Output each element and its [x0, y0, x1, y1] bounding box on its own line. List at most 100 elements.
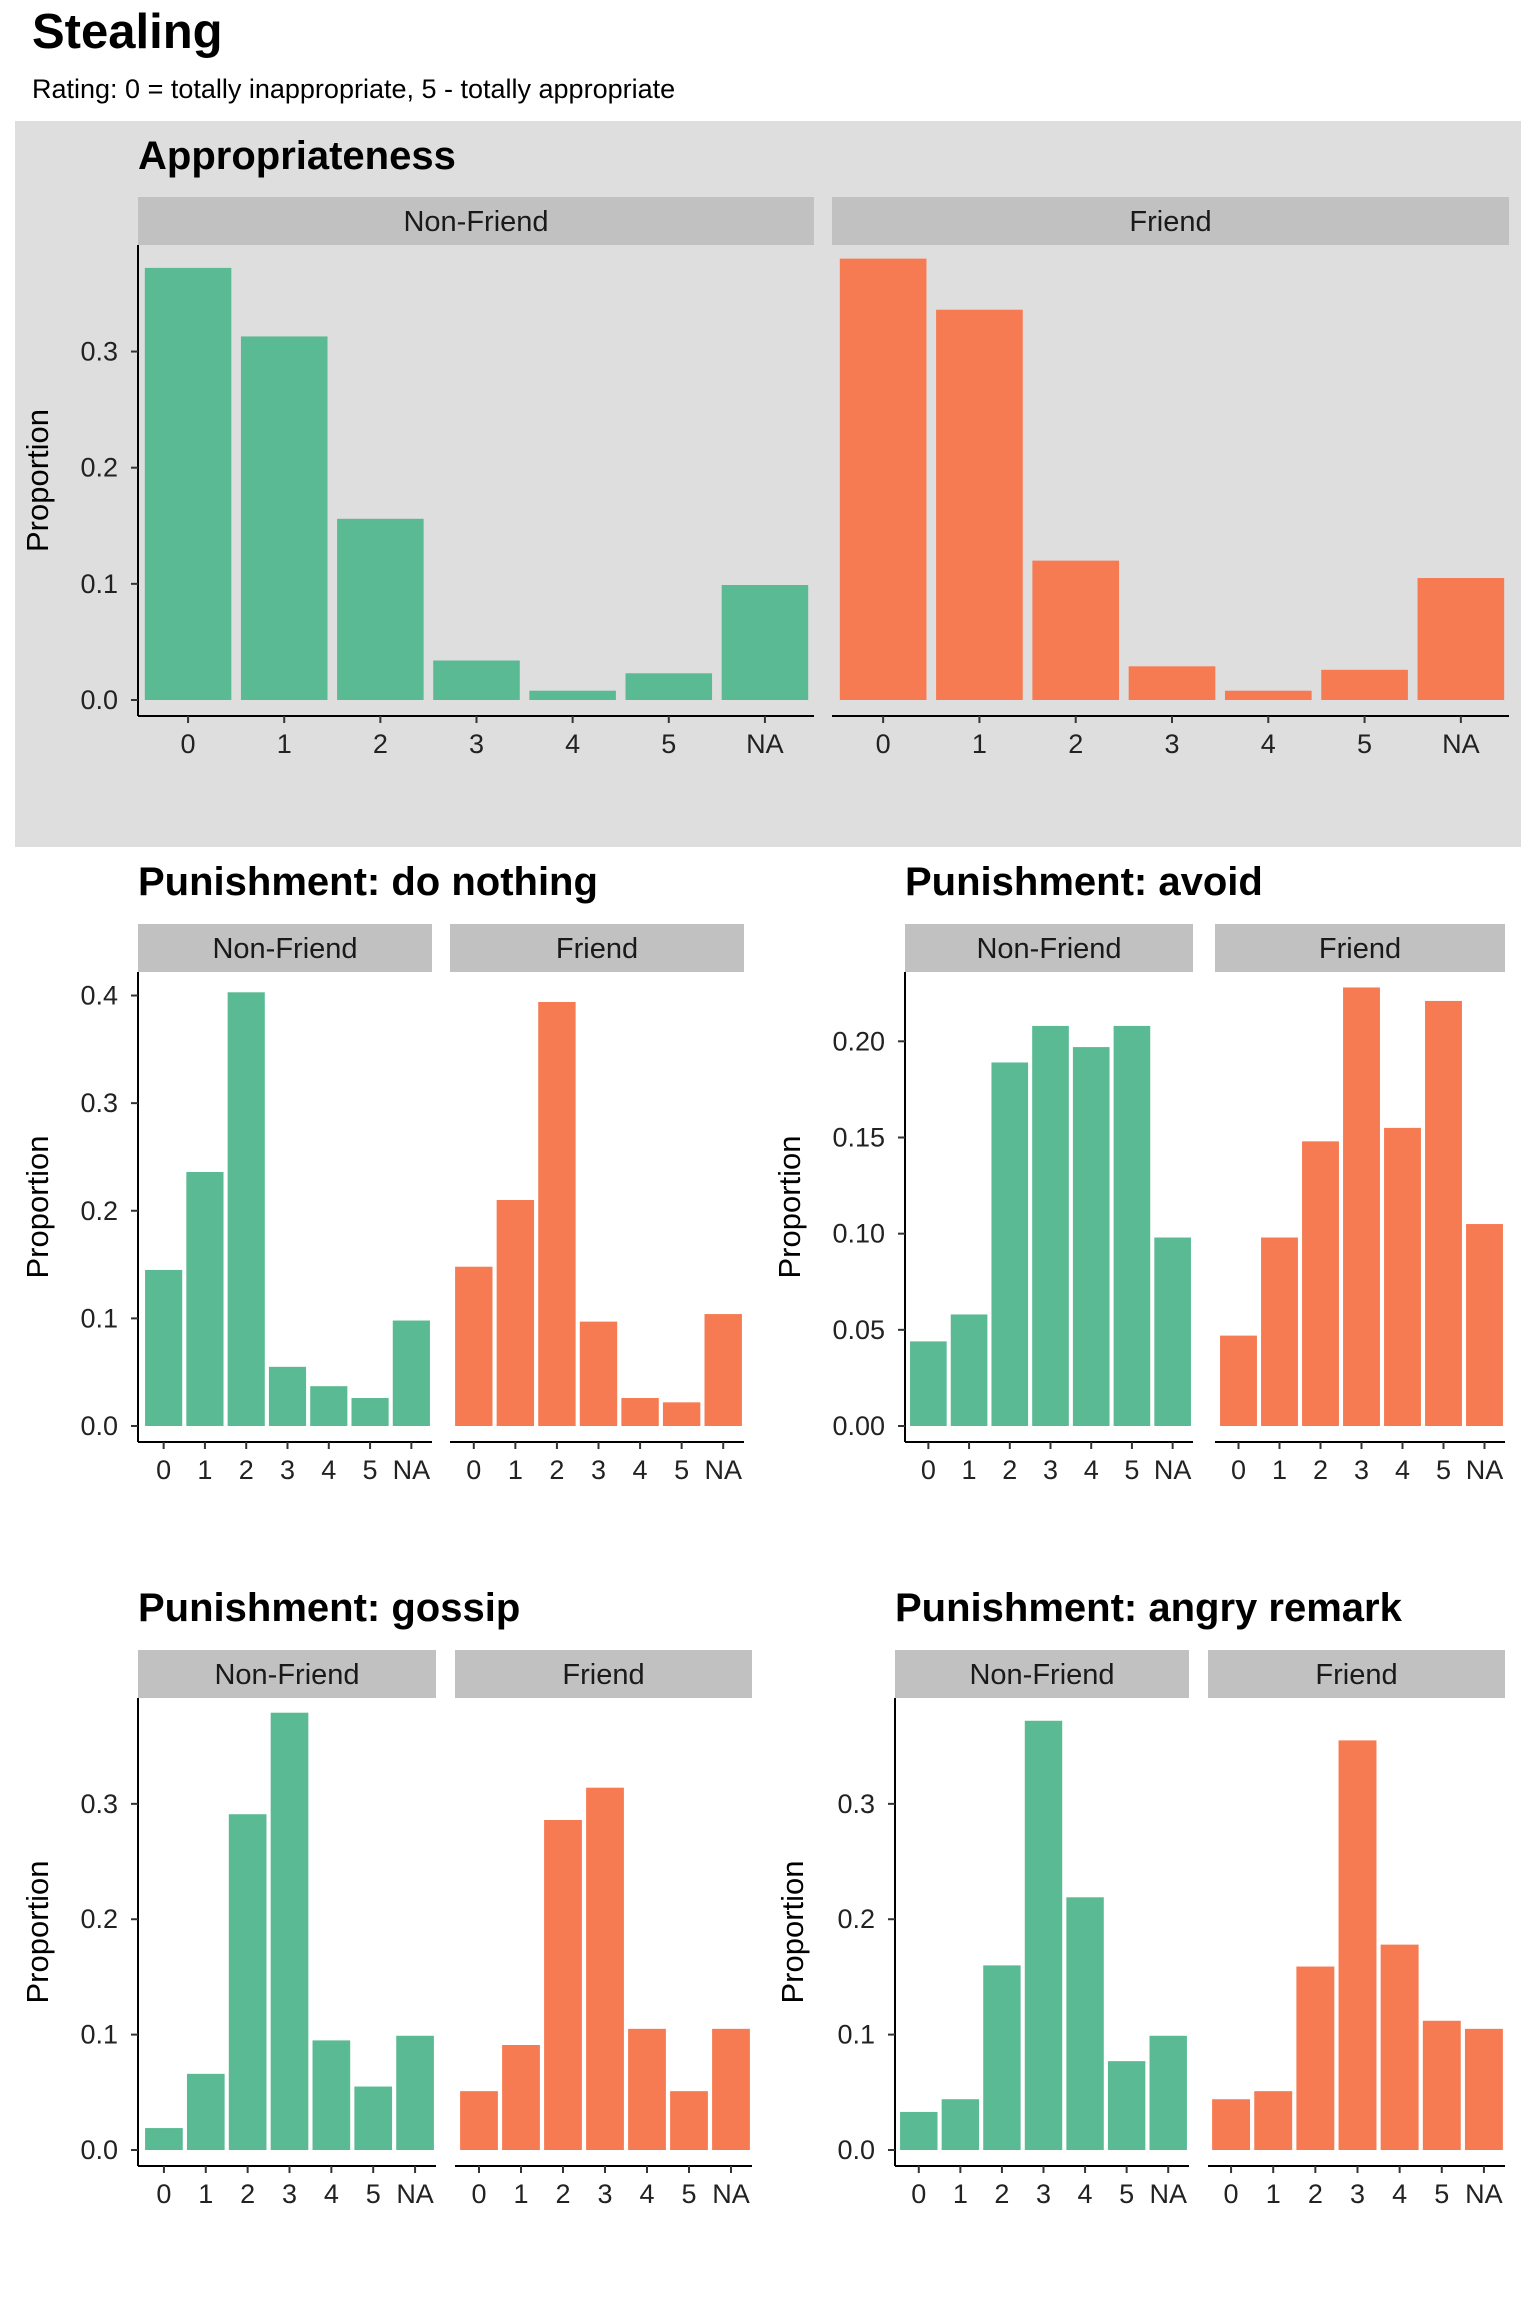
x-tick-label: 1 — [197, 1455, 212, 1485]
x-tick-label: 2 — [373, 729, 388, 759]
y-tick-label: 0.10 — [832, 1219, 885, 1249]
facet-strip — [1208, 1650, 1505, 1698]
figure-title: Stealing — [32, 5, 223, 59]
bar-1 — [936, 309, 1023, 700]
bar-na — [721, 585, 809, 700]
x-tick-label: NA — [712, 2179, 750, 2209]
y-axis-label: Proportion — [775, 1860, 810, 2003]
facet-strip — [832, 197, 1509, 245]
x-tick-label: 0 — [876, 729, 891, 759]
bar-4 — [1066, 1897, 1104, 2150]
x-tick-label: 0 — [1231, 1455, 1246, 1485]
y-tick-label: 0.1 — [80, 569, 118, 599]
bar-4 — [529, 690, 616, 700]
bar-na — [1464, 2028, 1503, 2150]
figure-subtitle: Rating: 0 = totally inappropriate, 5 - t… — [32, 74, 675, 104]
bar-3 — [1343, 987, 1380, 1426]
x-tick-label: 1 — [972, 729, 987, 759]
y-tick-label: 0.2 — [80, 1196, 118, 1226]
facet-strip — [138, 924, 432, 972]
x-tick-label: 1 — [277, 729, 292, 759]
y-tick-label: 0.3 — [837, 1789, 875, 1819]
x-tick-label: 1 — [1272, 1455, 1287, 1485]
x-tick-label: 4 — [321, 1455, 336, 1485]
y-tick-label: 0.2 — [837, 1904, 875, 1934]
bar-3 — [1024, 1720, 1063, 2150]
x-tick-label: 2 — [1308, 2179, 1323, 2209]
facet-strip-label: Friend — [556, 933, 638, 965]
x-tick-label: 3 — [1354, 1455, 1369, 1485]
punishment-gossip-chart: Punishment: gossip Proportion 0.0 0.1 0.2 0.3… — [20, 1586, 752, 2209]
x-tick-label: 3 — [280, 1455, 295, 1485]
x-tick-label: 0 — [921, 1455, 936, 1485]
facet-strip — [455, 1650, 752, 1698]
bar-2 — [983, 1965, 1021, 2150]
bar-4 — [1224, 690, 1312, 700]
bar-na — [396, 2035, 434, 2150]
bar-4 — [1072, 1047, 1110, 1426]
chart-title: Appropriateness — [138, 134, 456, 178]
facet-strip-label: Friend — [1315, 1659, 1397, 1691]
x-tick-label: 4 — [324, 2179, 339, 2209]
bar-1 — [186, 2073, 225, 2150]
y-tick-label: 0.00 — [832, 1411, 885, 1441]
bar-1 — [496, 1200, 535, 1426]
x-tick-label: 2 — [555, 2179, 570, 2209]
bar-2 — [1032, 560, 1120, 700]
bar-1 — [502, 2045, 540, 2150]
facet-strip-label: Friend — [1129, 206, 1211, 238]
x-tick-label: 2 — [1068, 729, 1083, 759]
bar-na — [1466, 1224, 1503, 1426]
bar-2 — [991, 1062, 1029, 1426]
x-tick-label: 0 — [466, 1455, 481, 1485]
x-tick-label: 5 — [1124, 1455, 1139, 1485]
x-tick-label: 5 — [661, 729, 676, 759]
bar-5 — [351, 1398, 389, 1426]
bar-4 — [1380, 1944, 1419, 2150]
y-tick-label: 0.0 — [80, 1411, 118, 1441]
x-tick-label: 1 — [953, 2179, 968, 2209]
y-tick-label: 0.15 — [832, 1122, 885, 1152]
bar-2 — [228, 1814, 267, 2150]
x-tick-label: 4 — [1395, 1455, 1410, 1485]
facet-strip-label: Non-Friend — [214, 1659, 359, 1691]
x-tick-label: NA — [1442, 729, 1480, 759]
chart-title: Punishment: gossip — [138, 1586, 520, 1630]
bar-1 — [1261, 1237, 1298, 1426]
bar-1 — [941, 2099, 980, 2150]
bar-na — [1417, 578, 1505, 700]
x-tick-label: 2 — [994, 2179, 1009, 2209]
bar-2 — [1302, 1141, 1339, 1426]
x-tick-label: NA — [704, 1455, 742, 1485]
bar-0 — [900, 2111, 938, 2150]
x-tick-label: 1 — [508, 1455, 523, 1485]
bar-4 — [628, 2028, 666, 2150]
x-tick-label: 5 — [1119, 2179, 1134, 2209]
y-tick-label: 0.2 — [80, 453, 118, 483]
bar-3 — [433, 660, 520, 700]
bar-5 — [1425, 1000, 1462, 1426]
chart-title: Punishment: avoid — [905, 860, 1263, 904]
bar-4 — [310, 1386, 348, 1426]
y-axis-label: Proportion — [772, 1135, 807, 1278]
facet-strip — [895, 1650, 1189, 1698]
bar-2 — [538, 1001, 576, 1426]
bar-5 — [1107, 2061, 1146, 2150]
facet-friend: Friend 0 1 2 3 4 5 NA — [1215, 924, 1505, 1485]
bar-0 — [145, 2128, 183, 2150]
bar-3 — [579, 1321, 618, 1426]
x-tick-label: 3 — [469, 729, 484, 759]
x-tick-label: 5 — [1434, 2179, 1449, 2209]
bar-2 — [227, 992, 265, 1426]
y-tick-label: 0.0 — [837, 2135, 875, 2165]
bar-1 — [1254, 2091, 1293, 2150]
bar-5 — [1422, 2020, 1461, 2150]
y-tick-label: 0.2 — [80, 1904, 118, 1934]
x-tick-label: 4 — [1084, 1455, 1099, 1485]
x-tick-label: 5 — [363, 1455, 378, 1485]
bar-5 — [354, 2086, 393, 2150]
facet-strip-label: Friend — [1319, 933, 1401, 965]
bar-0 — [1212, 2099, 1251, 2150]
bar-na — [1154, 1237, 1191, 1426]
x-tick-label: 4 — [565, 729, 580, 759]
